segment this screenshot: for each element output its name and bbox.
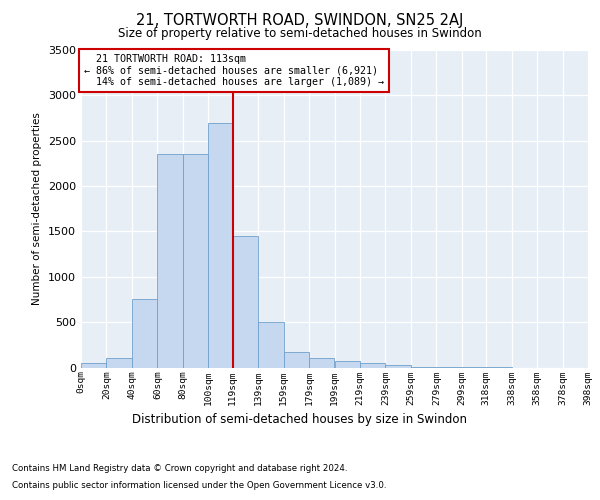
Text: Distribution of semi-detached houses by size in Swindon: Distribution of semi-detached houses by … [133,412,467,426]
Bar [284,352,309,368]
Text: 21 TORTWORTH ROAD: 113sqm
← 86% of semi-detached houses are smaller (6,921)
  14: 21 TORTWORTH ROAD: 113sqm ← 86% of semi-… [83,54,383,87]
Bar [360,363,385,368]
Bar [309,358,335,368]
Bar [335,360,360,368]
Text: 21, TORTWORTH ROAD, SWINDON, SN25 2AJ: 21, TORTWORTH ROAD, SWINDON, SN25 2AJ [136,12,464,28]
Bar [81,363,106,368]
Bar [106,358,132,368]
Text: Contains public sector information licensed under the Open Government Licence v3: Contains public sector information licen… [12,481,386,490]
Bar [208,122,233,368]
Y-axis label: Number of semi-detached properties: Number of semi-detached properties [32,112,43,305]
Text: Size of property relative to semi-detached houses in Swindon: Size of property relative to semi-detach… [118,28,482,40]
Bar [132,300,157,368]
Bar [385,365,411,368]
Text: Contains HM Land Registry data © Crown copyright and database right 2024.: Contains HM Land Registry data © Crown c… [12,464,347,473]
Bar [233,236,258,368]
Bar [258,322,284,368]
Bar [157,154,183,368]
Bar [183,154,208,368]
Bar [411,366,436,368]
